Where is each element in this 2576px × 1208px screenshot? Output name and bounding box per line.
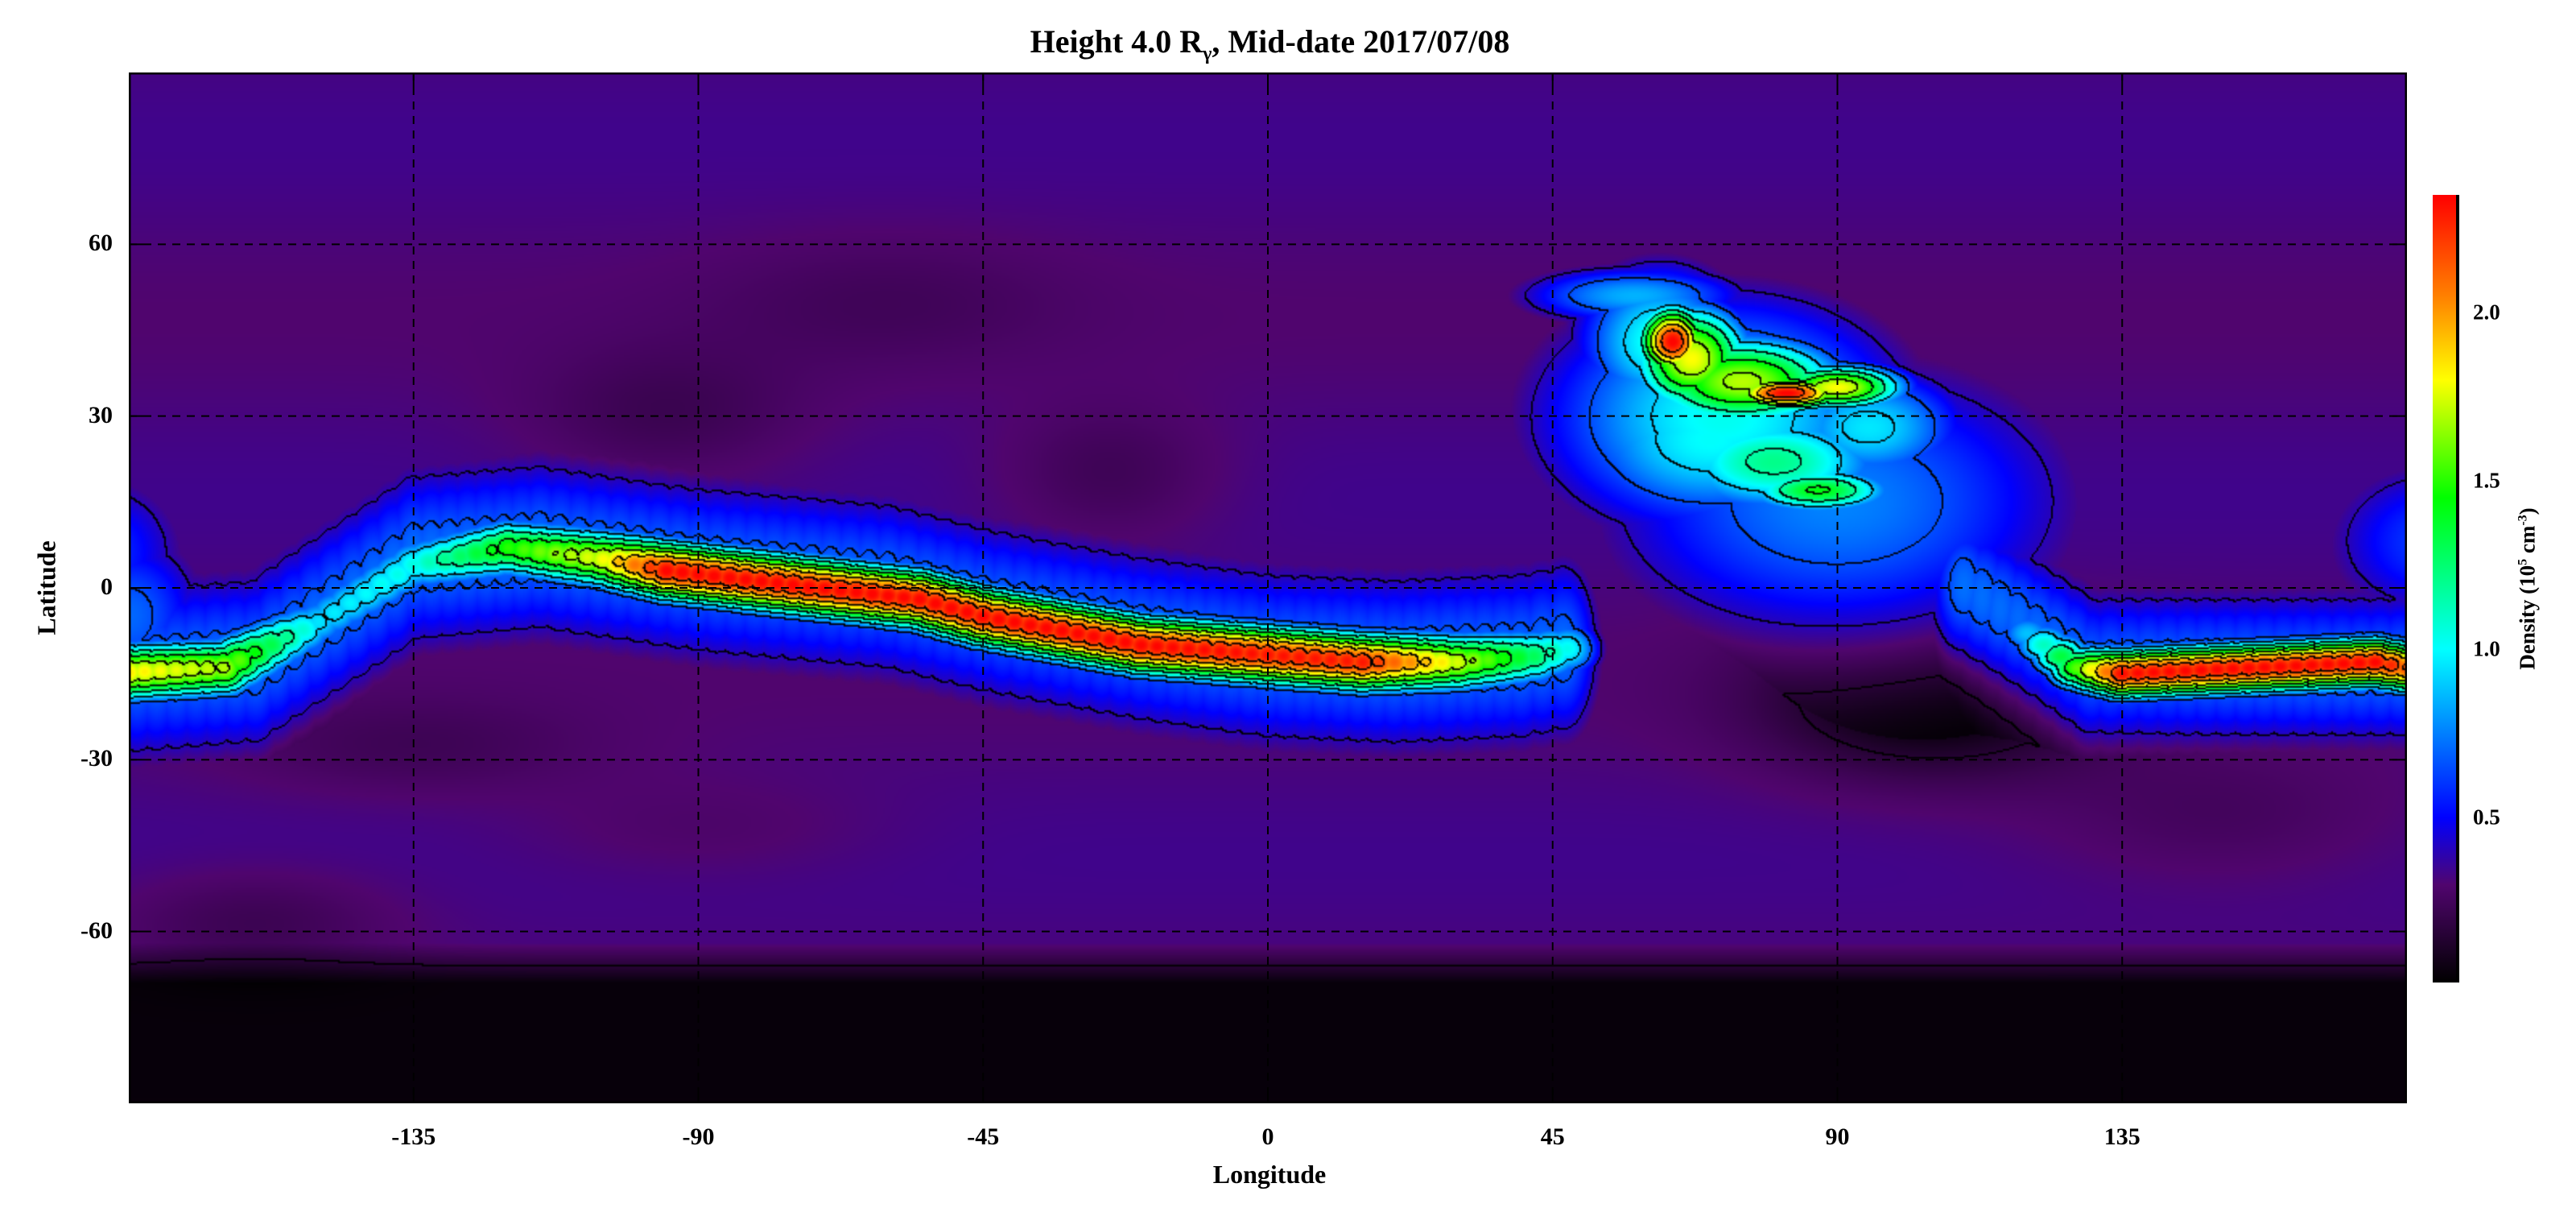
colorbar-tick-label: 1.0 xyxy=(2473,636,2500,661)
x-tick-label: 90 xyxy=(1825,1123,1850,1150)
colorbar-tick-label: 2.0 xyxy=(2473,300,2500,325)
x-tick-label: -90 xyxy=(682,1123,715,1150)
x-tick-label: -135 xyxy=(391,1123,436,1150)
y-tick-label: 30 xyxy=(89,401,113,428)
plot-frame xyxy=(129,72,2407,1103)
y-tick-label: -30 xyxy=(80,745,113,772)
chart-title: Height 4.0 Rγ, Mid-date 2017/07/08 xyxy=(1030,23,1510,64)
grid-overlay xyxy=(129,72,2407,1103)
plot-area xyxy=(129,72,2407,1103)
x-tick-label: 0 xyxy=(1261,1123,1274,1150)
colorbar xyxy=(2433,195,2459,983)
y-tick-label: 60 xyxy=(89,230,113,257)
y-tick-label: 0 xyxy=(101,573,113,600)
colorbar-label: Density (105 cm-3) xyxy=(2515,507,2540,670)
colorbar-tick-label: 0.5 xyxy=(2473,805,2500,829)
x-axis-label: Longitude xyxy=(1212,1160,1327,1189)
x-tick-label: 45 xyxy=(1540,1123,1565,1150)
y-tick-label: -60 xyxy=(80,916,113,944)
x-tick-label: 135 xyxy=(2103,1123,2140,1150)
x-tick-label: -45 xyxy=(967,1123,1000,1150)
y-axis-label: Latitude xyxy=(31,540,61,635)
colorbar-tick-label: 1.5 xyxy=(2473,468,2500,493)
